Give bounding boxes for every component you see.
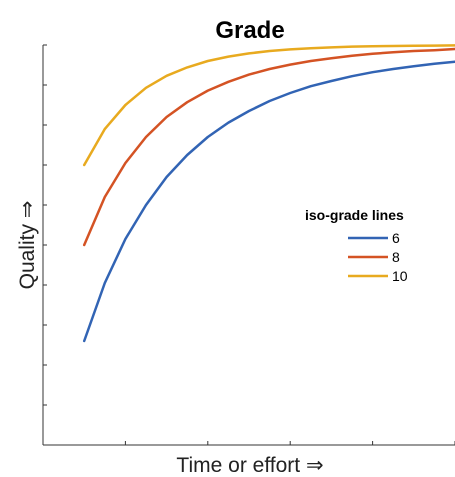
chart-title: Grade	[215, 17, 284, 44]
series-line-10	[82, 44, 455, 167]
axis-ticks	[42, 44, 455, 446]
legend: iso-grade lines 6 8 10	[305, 207, 408, 284]
series-line-8	[82, 47, 455, 247]
series-line-6	[82, 60, 455, 343]
series-group	[82, 44, 455, 343]
legend-label-8: 8	[392, 249, 400, 265]
legend-title: iso-grade lines	[305, 207, 404, 223]
legend-label-10: 10	[392, 268, 408, 284]
y-axis-label: Quality ⇒	[16, 201, 39, 290]
legend-label-6: 6	[392, 230, 400, 246]
x-axis-label: Time or effort ⇒	[176, 454, 323, 477]
